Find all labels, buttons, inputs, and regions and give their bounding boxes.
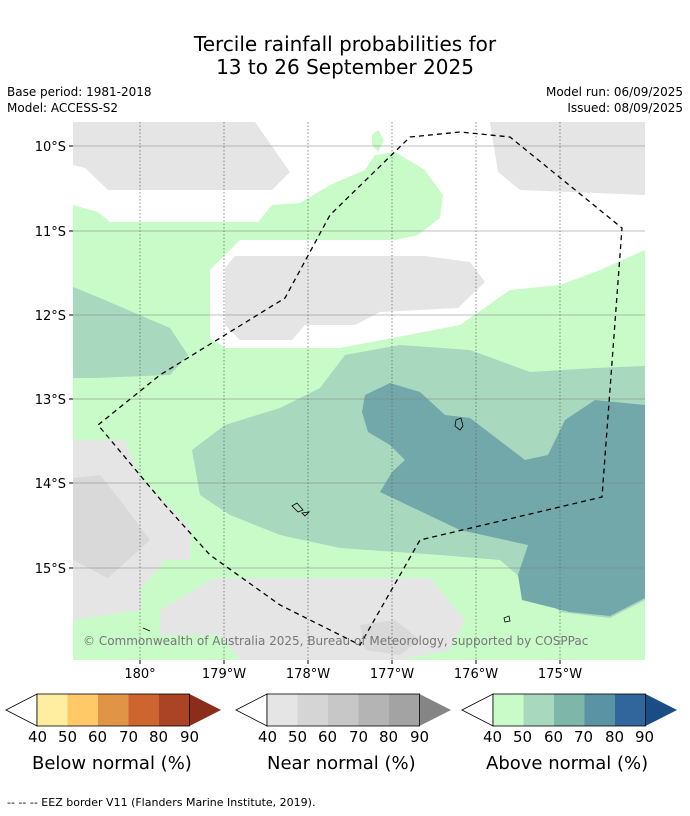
colorbar-below — [5, 693, 221, 727]
colorbar-tick: 90 — [635, 728, 655, 746]
colorbar-above — [461, 693, 677, 727]
lat-label: 13°S — [35, 393, 66, 408]
colorbar-swatch — [189, 694, 221, 726]
copyright-text: © Commonwealth of Australia 2025, Bureau… — [83, 634, 588, 648]
colorbar-tick: 50 — [58, 728, 78, 746]
island-outline — [301, 511, 311, 517]
lat-label: 12°S — [35, 309, 66, 324]
colorbar-swatch — [419, 694, 451, 726]
lon-label: 177°W — [370, 667, 414, 682]
chart-title-line1: Tercile rainfall probabilities for — [193, 32, 497, 56]
eez-border — [97, 131, 623, 646]
colorbar-tick: 90 — [410, 728, 430, 746]
lon-label: 180° — [124, 667, 155, 682]
colorbar-swatch — [389, 694, 420, 726]
colorbar-tick: 80 — [149, 728, 169, 746]
colorbar-tick: 50 — [513, 728, 533, 746]
colorbar-swatch — [645, 694, 677, 726]
grid-lines — [73, 145, 645, 569]
colorbar-tick: 80 — [605, 728, 625, 746]
colorbar-swatch — [128, 694, 159, 726]
colorbar-tick: 70 — [349, 728, 369, 746]
colorbar-tick: 60 — [318, 728, 338, 746]
model-run-label: Model run: 06/09/2025 — [545, 85, 683, 99]
colorbar-swatch — [615, 694, 646, 726]
colorbar-swatch — [267, 694, 298, 726]
issued-label: Issued: 08/09/2025 — [567, 101, 683, 115]
colorbar-swatch — [98, 694, 129, 726]
islands — [142, 417, 511, 632]
colorbar-tick: 50 — [288, 728, 308, 746]
colorbar-swatch — [37, 694, 68, 726]
colorbar-tick: 70 — [574, 728, 594, 746]
colorbar-swatch — [297, 694, 328, 726]
lat-label: 11°S — [35, 225, 66, 240]
colorbar-title-below: Below normal (%) — [32, 753, 192, 774]
colorbar-title-near: Near normal (%) — [267, 753, 416, 774]
model-label: Model: ACCESS-S2 — [7, 101, 119, 115]
colorbar-swatch — [159, 694, 190, 726]
colorbar-tick: 90 — [180, 728, 200, 746]
chart-title-line2: 13 to 26 September 2025 — [216, 55, 474, 79]
colorbar-swatch — [523, 694, 554, 726]
lon-label: 178°W — [286, 667, 330, 682]
near-normal-region-ne — [490, 122, 645, 195]
near-normal-region-south-dark — [360, 620, 420, 655]
map-fields — [73, 122, 645, 660]
colorbar-swatch — [67, 694, 98, 726]
lat-label: 15°S — [35, 562, 66, 577]
base-period-label: Base period: 1981-2018 — [7, 85, 152, 99]
colorbar-swatch — [358, 694, 389, 726]
colorbar-swatch — [584, 694, 615, 726]
island-outline — [454, 417, 464, 431]
near-normal-region-central — [225, 256, 485, 340]
lon-label: 179°W — [202, 667, 246, 682]
above-normal-region-60 — [362, 383, 645, 616]
lat-label: 10°S — [35, 140, 66, 155]
probability-map: 10°S 11°S 12°S 13°S 14°S 15°S 180° 179°W… — [35, 122, 645, 682]
lon-label: 176°W — [454, 667, 498, 682]
eez-footnote: -- -- -- EEZ border V11 (Flanders Marine… — [7, 796, 316, 809]
colorbar-title-above: Above normal (%) — [486, 753, 649, 774]
grid-lines-vertical — [139, 122, 561, 660]
colorbar-tick: 60 — [88, 728, 108, 746]
colorbar-swatch — [493, 694, 524, 726]
island-outline — [291, 502, 304, 513]
colorbar-tick: 70 — [119, 728, 139, 746]
colorbar-tick: 80 — [379, 728, 399, 746]
above-normal-region-50-west — [73, 287, 188, 378]
colorbar-tick: 40 — [258, 728, 278, 746]
colorbar-swatch — [554, 694, 585, 726]
colorbar-tick: 60 — [544, 728, 564, 746]
lon-label: 175°W — [538, 667, 582, 682]
colorbar-tick: 40 — [28, 728, 48, 746]
island-outline — [503, 615, 511, 623]
lat-label: 14°S — [35, 477, 66, 492]
near-normal-region-nw — [73, 122, 290, 190]
above-normal-spot — [372, 130, 384, 152]
axis-ticks — [69, 145, 561, 664]
colorbar-tick: 40 — [483, 728, 503, 746]
island-outline — [142, 627, 151, 632]
colorbar-swatch — [328, 694, 359, 726]
near-normal-region-sw-dark — [73, 475, 150, 578]
colorbar-near — [235, 693, 451, 727]
